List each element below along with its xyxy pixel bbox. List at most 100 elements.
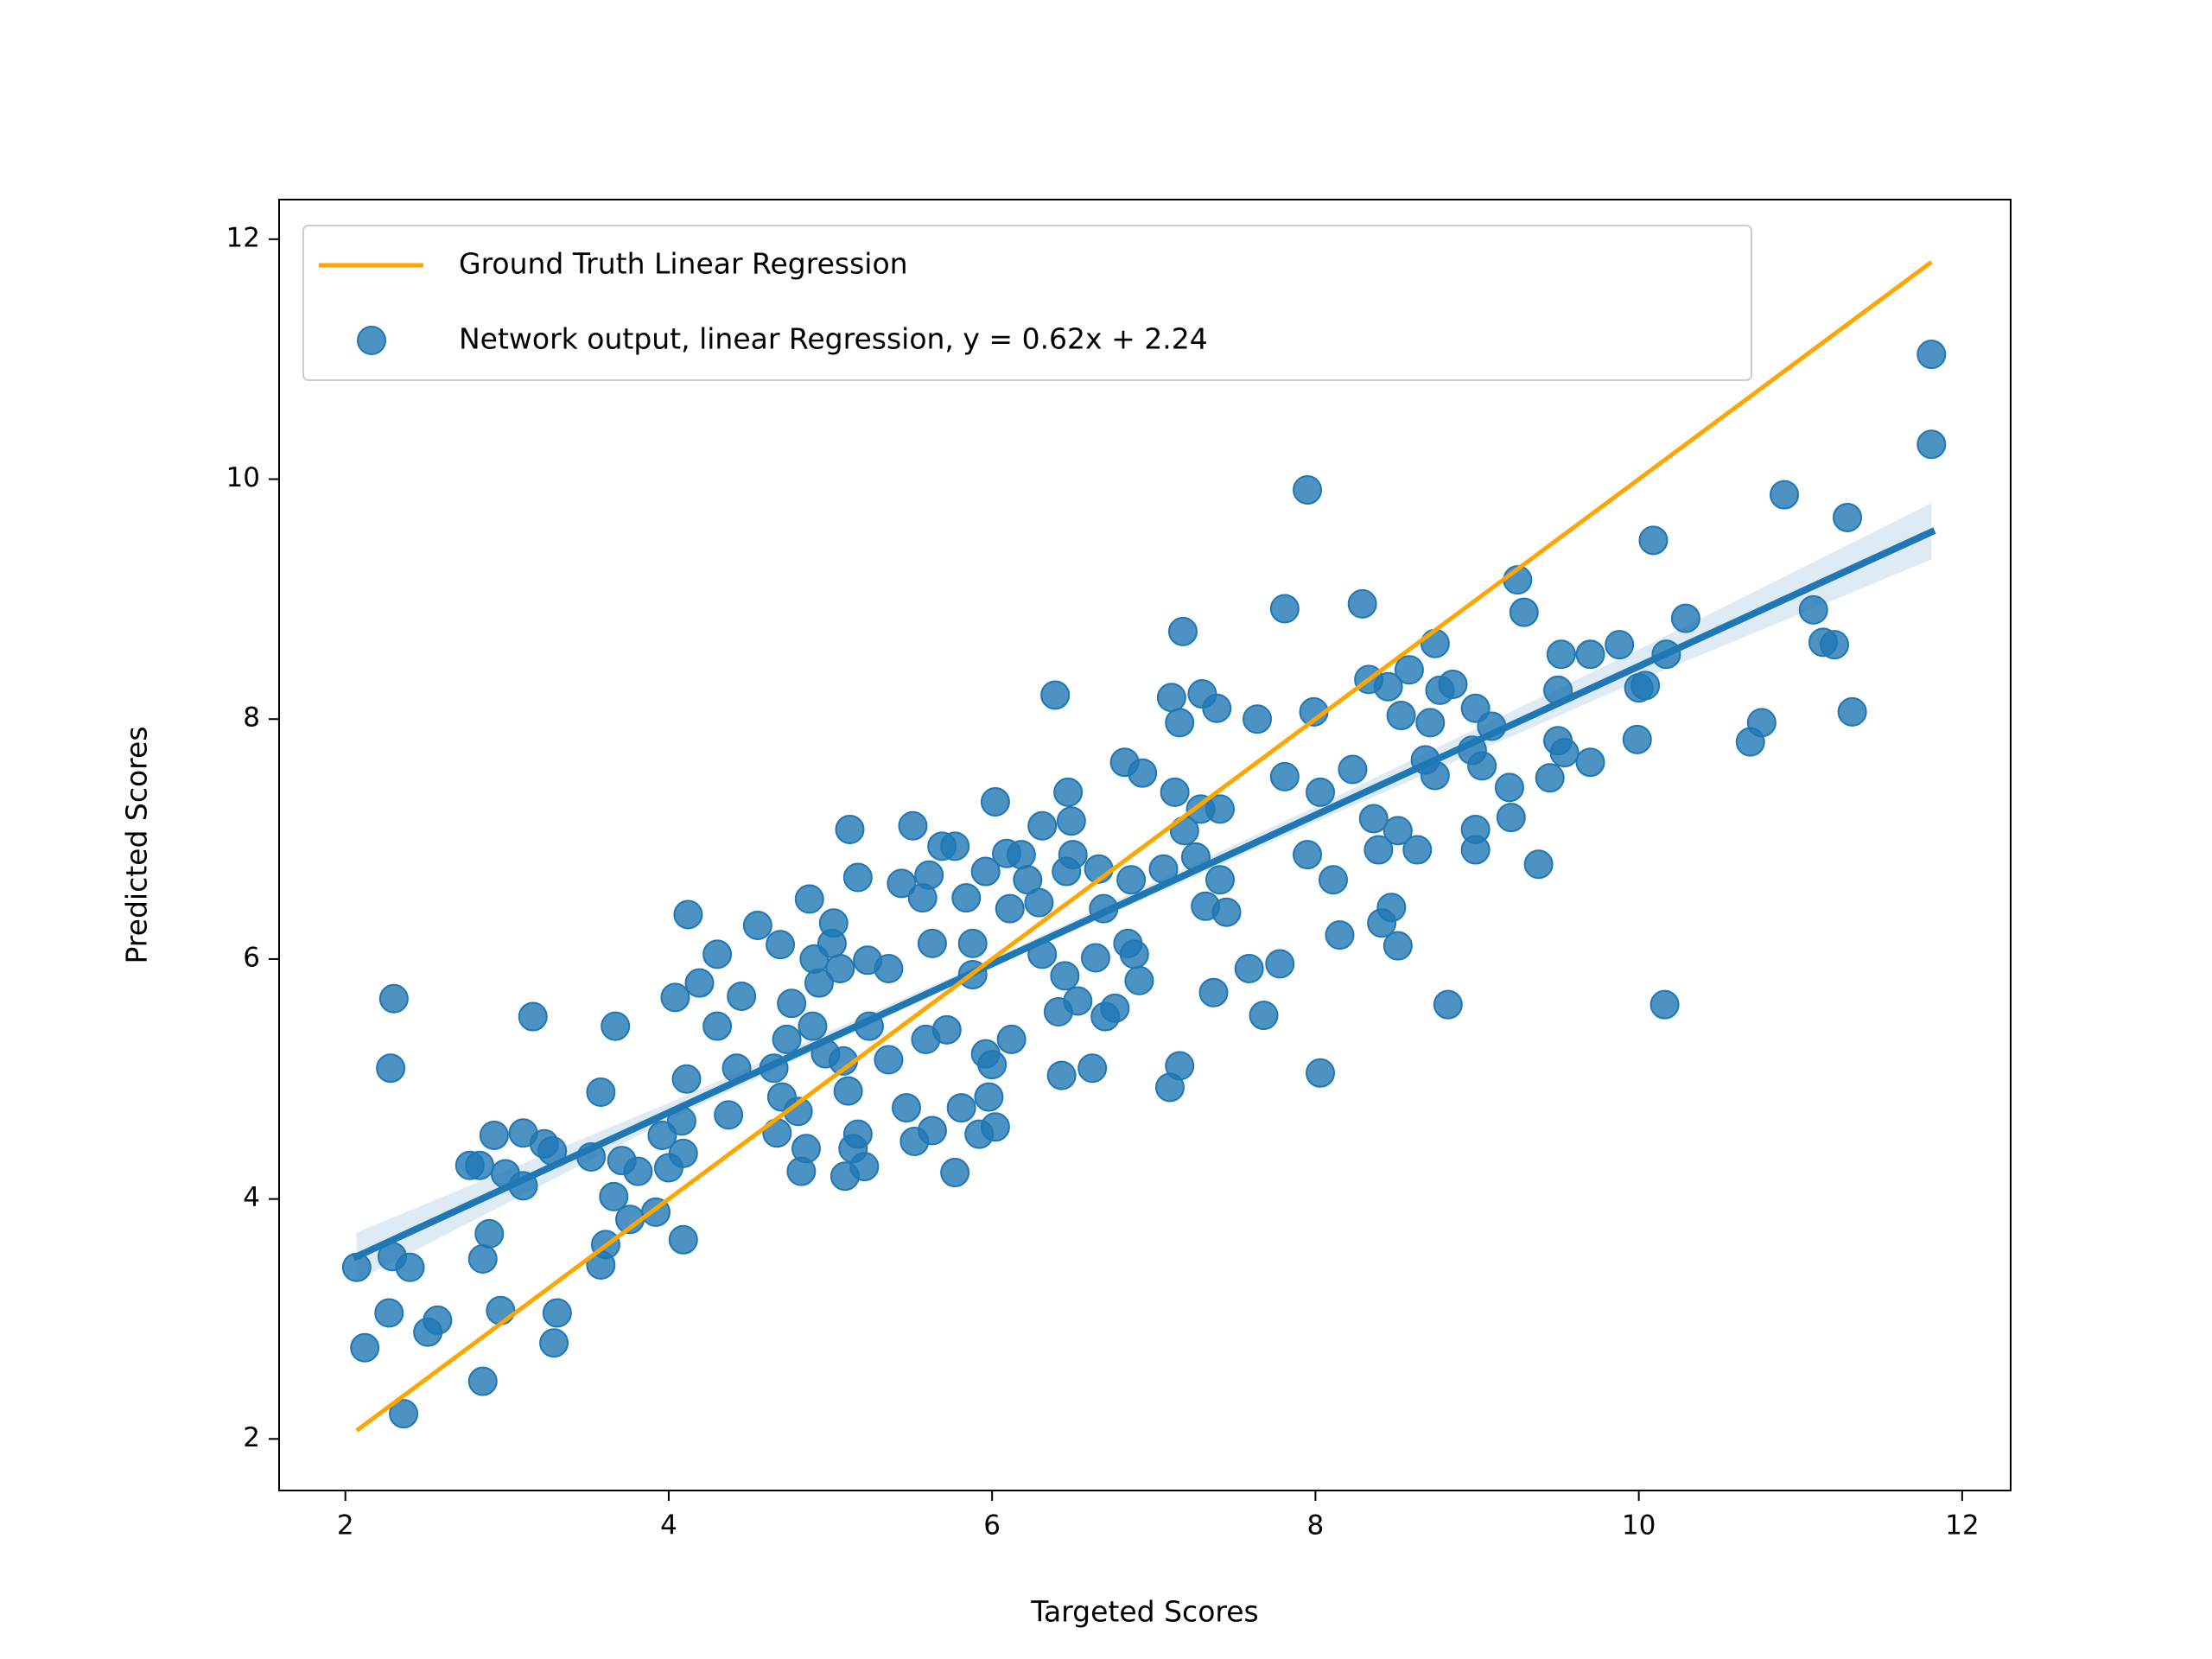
scatter-point [842,1119,873,1149]
scatter-point [671,1064,702,1094]
scatter-point [1205,794,1236,824]
scatter-point [1293,475,1323,505]
scatter-point [1820,630,1850,660]
scatter-point [1546,639,1576,670]
scatter-point [1363,835,1394,865]
scatter-point [1124,965,1154,995]
scatter-point [1024,887,1054,918]
scatter-point [1050,961,1080,991]
scatter-point [1386,701,1416,731]
scatter-point [423,1305,453,1335]
scatter-point [1916,429,1947,460]
scatter-point [1575,747,1605,778]
scatter-point [1205,865,1236,895]
scatter-point [777,988,807,1019]
scatter-point [1394,655,1424,685]
x-tick-label: 10 [1622,1510,1656,1541]
scatter-point [1063,986,1093,1016]
scatter-point [849,1152,880,1182]
scatter-point [1293,840,1323,870]
scatter-point [742,911,772,941]
scatter-point [1249,1001,1279,1031]
scatter-point [1467,751,1497,781]
scatter-point [1494,772,1524,803]
scatter-point [1119,939,1149,969]
scatter-point [892,1093,922,1123]
y-tick-label: 4 [243,1182,260,1213]
scatter-point [1198,977,1229,1007]
scatter-point [1649,989,1680,1020]
scatter-point [542,1298,572,1328]
scatter-point [1373,671,1403,702]
scatter-point [1269,594,1300,624]
scatter-point [794,884,824,914]
scatter-point [940,831,970,861]
scatter-point [1234,954,1264,984]
scatter-point [798,1011,828,1041]
scatter-point [1056,806,1086,836]
scatter-point [1549,738,1580,768]
scatter-point [1347,588,1377,619]
scatter-point [486,1295,516,1325]
scatter-point [1046,1060,1077,1090]
scatter-point [1165,1051,1195,1081]
scatter-point [1358,804,1389,834]
scatter-point [946,1093,976,1123]
scatter-point [1415,708,1446,738]
scatter-point [702,1011,733,1041]
scatter-point [917,1116,947,1146]
scatter-point [1509,597,1539,627]
legend: Ground Truth Linear Regression Network ou… [302,225,1752,381]
scatter-point [1128,758,1158,788]
scatter-point [389,1399,419,1429]
legend-label: Ground Truth Linear Regression [459,247,908,281]
scatter-point [673,899,703,930]
legend-marker [357,326,386,355]
scatter-point [1116,865,1147,895]
scatter-point [1837,696,1867,727]
scatter-point [684,968,715,998]
legend-box [302,225,1752,381]
scatter-point [599,1181,629,1211]
scatter-point [1243,704,1273,734]
scatter-point [1382,816,1413,846]
scatter-point [586,1077,616,1108]
scatter-point [1535,763,1565,793]
scatter-point [1670,603,1700,633]
scatter-point [1318,865,1348,895]
scatter-point [479,1121,509,1151]
scatter-point [714,1100,744,1130]
y-tick-label: 6 [243,942,260,973]
scatter-point [818,908,849,938]
scatter-point [1916,340,1947,370]
scatter-point [1306,1058,1336,1088]
scatter-point [1433,989,1463,1020]
scatter-point [887,868,917,899]
scatter-point [1058,840,1088,870]
scatter-point [951,883,982,913]
scatter-point [772,1024,802,1054]
scatter-point [833,1076,863,1106]
legend-label: Network output, linear Regression, y = 0… [459,322,1208,356]
scatter-point [350,1332,380,1363]
scatter-point [467,1244,498,1274]
scatter-point [660,982,690,1013]
scatter-point [1622,724,1652,754]
scatter-point [957,928,988,958]
scatter-point [1325,920,1355,950]
x-tick-label: 12 [1945,1510,1979,1541]
scatter-point [1382,931,1413,961]
scatter-point [1376,893,1407,923]
scatter-point [940,1158,970,1188]
scatter-point [970,856,1001,887]
scatter-point [980,787,1010,817]
y-tick-label: 12 [226,222,260,253]
scatter-point [1202,693,1232,723]
scatter-point [1211,897,1242,927]
scatter-point [835,814,865,844]
scatter-point [1077,1053,1108,1084]
scatter-point [1420,628,1450,658]
x-tick-label: 6 [983,1510,1001,1541]
scatter-point [374,1298,404,1328]
